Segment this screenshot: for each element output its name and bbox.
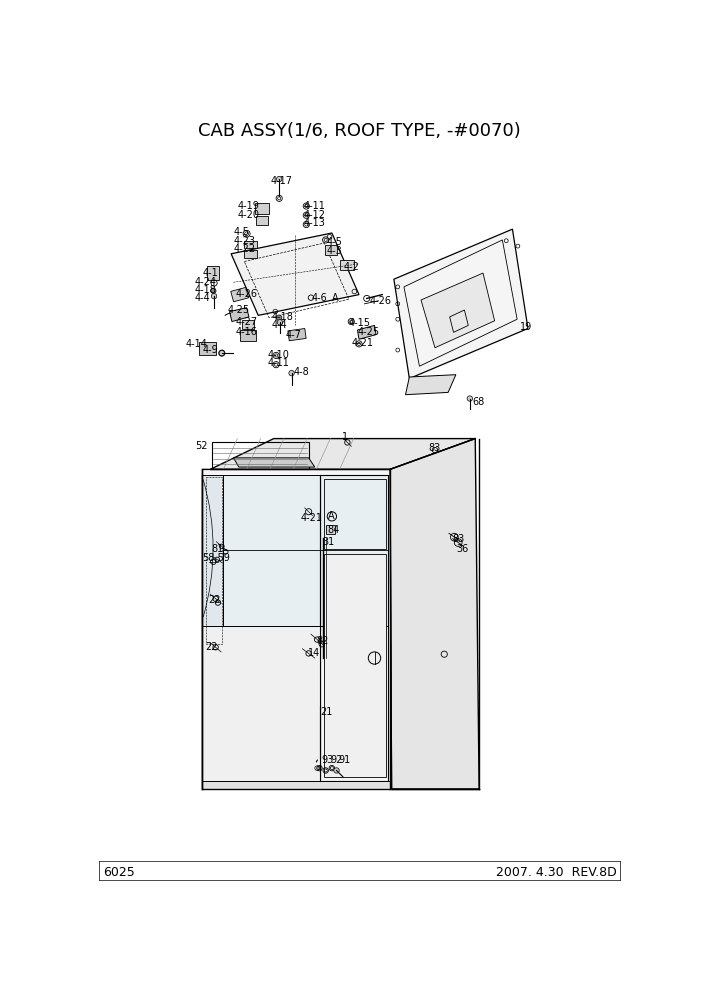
Circle shape (219, 350, 225, 356)
Text: 68: 68 (472, 397, 484, 407)
Text: 22: 22 (206, 642, 218, 653)
Text: 4-22: 4-22 (234, 244, 256, 254)
Polygon shape (390, 438, 479, 789)
Circle shape (277, 315, 282, 320)
Text: 2007. 4.30  REV.8D: 2007. 4.30 REV.8D (496, 866, 616, 879)
Text: 83: 83 (428, 442, 440, 452)
Text: A: A (332, 293, 338, 303)
Text: 4-6: 4-6 (312, 293, 327, 303)
Text: 36: 36 (456, 544, 469, 554)
Text: 4-5: 4-5 (326, 237, 343, 247)
Bar (340, 260, 354, 271)
Text: 19: 19 (520, 322, 532, 332)
Circle shape (211, 294, 217, 299)
Text: 92: 92 (331, 756, 343, 766)
Text: 4-19: 4-19 (237, 201, 259, 211)
Text: 84: 84 (327, 525, 340, 536)
Bar (256, 216, 268, 225)
Bar (288, 328, 306, 341)
Text: 82: 82 (317, 636, 329, 646)
Circle shape (467, 396, 472, 401)
Text: 4-26: 4-26 (236, 289, 258, 299)
Polygon shape (202, 475, 223, 647)
Circle shape (334, 768, 339, 773)
Polygon shape (324, 478, 386, 549)
Bar (244, 250, 257, 258)
Polygon shape (421, 273, 495, 348)
Text: 4-15: 4-15 (348, 318, 370, 328)
Text: 4-20: 4-20 (237, 209, 259, 219)
Bar (208, 266, 219, 280)
Text: 81: 81 (211, 544, 223, 554)
Bar (199, 341, 216, 355)
Polygon shape (202, 626, 320, 782)
Bar (242, 320, 254, 329)
Text: 4-21: 4-21 (352, 338, 374, 348)
Text: 31: 31 (323, 537, 335, 547)
Text: A: A (328, 511, 335, 522)
Text: 91: 91 (338, 756, 350, 766)
Polygon shape (394, 229, 528, 379)
Text: 4-12: 4-12 (304, 209, 326, 219)
Text: 4-17: 4-17 (271, 176, 293, 186)
Text: 4-13: 4-13 (304, 218, 326, 228)
Text: 4-1: 4-1 (202, 268, 218, 278)
Text: 4-7: 4-7 (286, 329, 301, 339)
Text: CAB ASSY(1/6, ROOF TYPE, -#0070): CAB ASSY(1/6, ROOF TYPE, -#0070) (199, 122, 521, 140)
Polygon shape (223, 475, 388, 626)
Text: 4-2: 4-2 (343, 262, 359, 272)
Text: 4-23: 4-23 (234, 236, 256, 246)
Text: 4-18: 4-18 (194, 285, 217, 295)
Text: 93: 93 (322, 756, 334, 766)
Text: 4-27: 4-27 (236, 317, 258, 327)
Text: 14: 14 (308, 649, 320, 659)
Text: 4-24: 4-24 (194, 278, 217, 288)
Text: 4-18: 4-18 (272, 311, 293, 322)
Text: 4-3: 4-3 (326, 246, 342, 257)
Bar (244, 241, 257, 248)
Text: 21: 21 (320, 707, 333, 717)
Polygon shape (202, 782, 390, 789)
Text: 4-4: 4-4 (194, 293, 211, 303)
Polygon shape (357, 325, 376, 339)
Circle shape (277, 319, 283, 325)
Text: 1: 1 (342, 433, 348, 442)
Text: 4-11: 4-11 (304, 201, 326, 211)
Text: 4-21: 4-21 (301, 513, 323, 523)
Text: 4-5: 4-5 (234, 227, 249, 237)
Polygon shape (231, 233, 359, 315)
Bar (325, 245, 337, 255)
Text: 4-4: 4-4 (272, 320, 287, 330)
Text: 58,59: 58,59 (202, 553, 230, 562)
Text: 4-11: 4-11 (267, 358, 289, 368)
Polygon shape (406, 375, 456, 395)
Circle shape (289, 370, 294, 376)
Polygon shape (202, 469, 392, 789)
Polygon shape (230, 308, 249, 321)
Text: 4-25: 4-25 (227, 305, 249, 315)
Polygon shape (324, 555, 386, 778)
Text: 83: 83 (452, 534, 464, 544)
Text: 4-8: 4-8 (293, 367, 309, 377)
Polygon shape (234, 458, 314, 467)
Bar (240, 329, 256, 341)
Circle shape (277, 177, 282, 182)
Text: 4-26: 4-26 (369, 296, 391, 306)
Text: 4-25: 4-25 (357, 326, 380, 336)
Text: 52: 52 (194, 440, 207, 450)
Text: 4-16: 4-16 (236, 327, 258, 337)
Bar (326, 525, 335, 534)
Circle shape (211, 288, 216, 294)
Polygon shape (210, 438, 475, 469)
Bar (231, 288, 249, 302)
Text: 4-10: 4-10 (267, 349, 289, 360)
Text: 4-14: 4-14 (185, 339, 207, 349)
Text: 22: 22 (208, 594, 220, 604)
Text: 4-9: 4-9 (202, 345, 218, 355)
Bar (255, 203, 269, 213)
Text: 6025: 6025 (103, 866, 135, 879)
